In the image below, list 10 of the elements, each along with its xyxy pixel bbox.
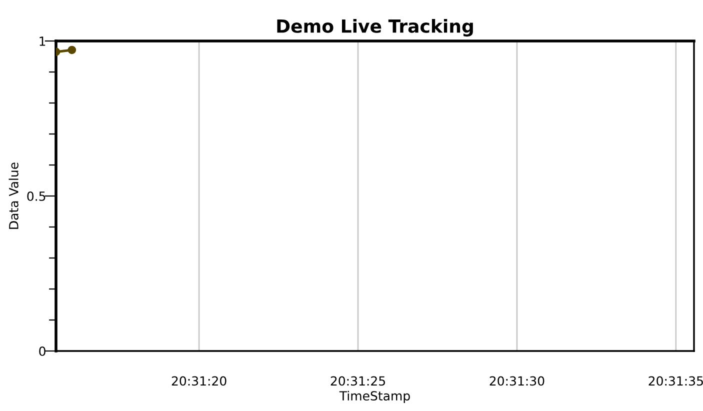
y-tick-label: 0 [39, 346, 46, 356]
x-axis-title: TimeStamp [339, 390, 410, 403]
y-tick-label: 0.5 [27, 191, 46, 201]
x-tick-label: 20:31:30 [490, 376, 544, 386]
y-axis-title: Data Value [8, 162, 18, 229]
y-tick-label: 1 [40, 36, 46, 46]
x-tick-label: 20:31:25 [330, 376, 385, 386]
x-tick-label: 20:31:35 [648, 376, 703, 386]
x-tick-label: 20:31:20 [172, 376, 226, 386]
chart-title: Demo Live Tracking [277, 18, 473, 37]
